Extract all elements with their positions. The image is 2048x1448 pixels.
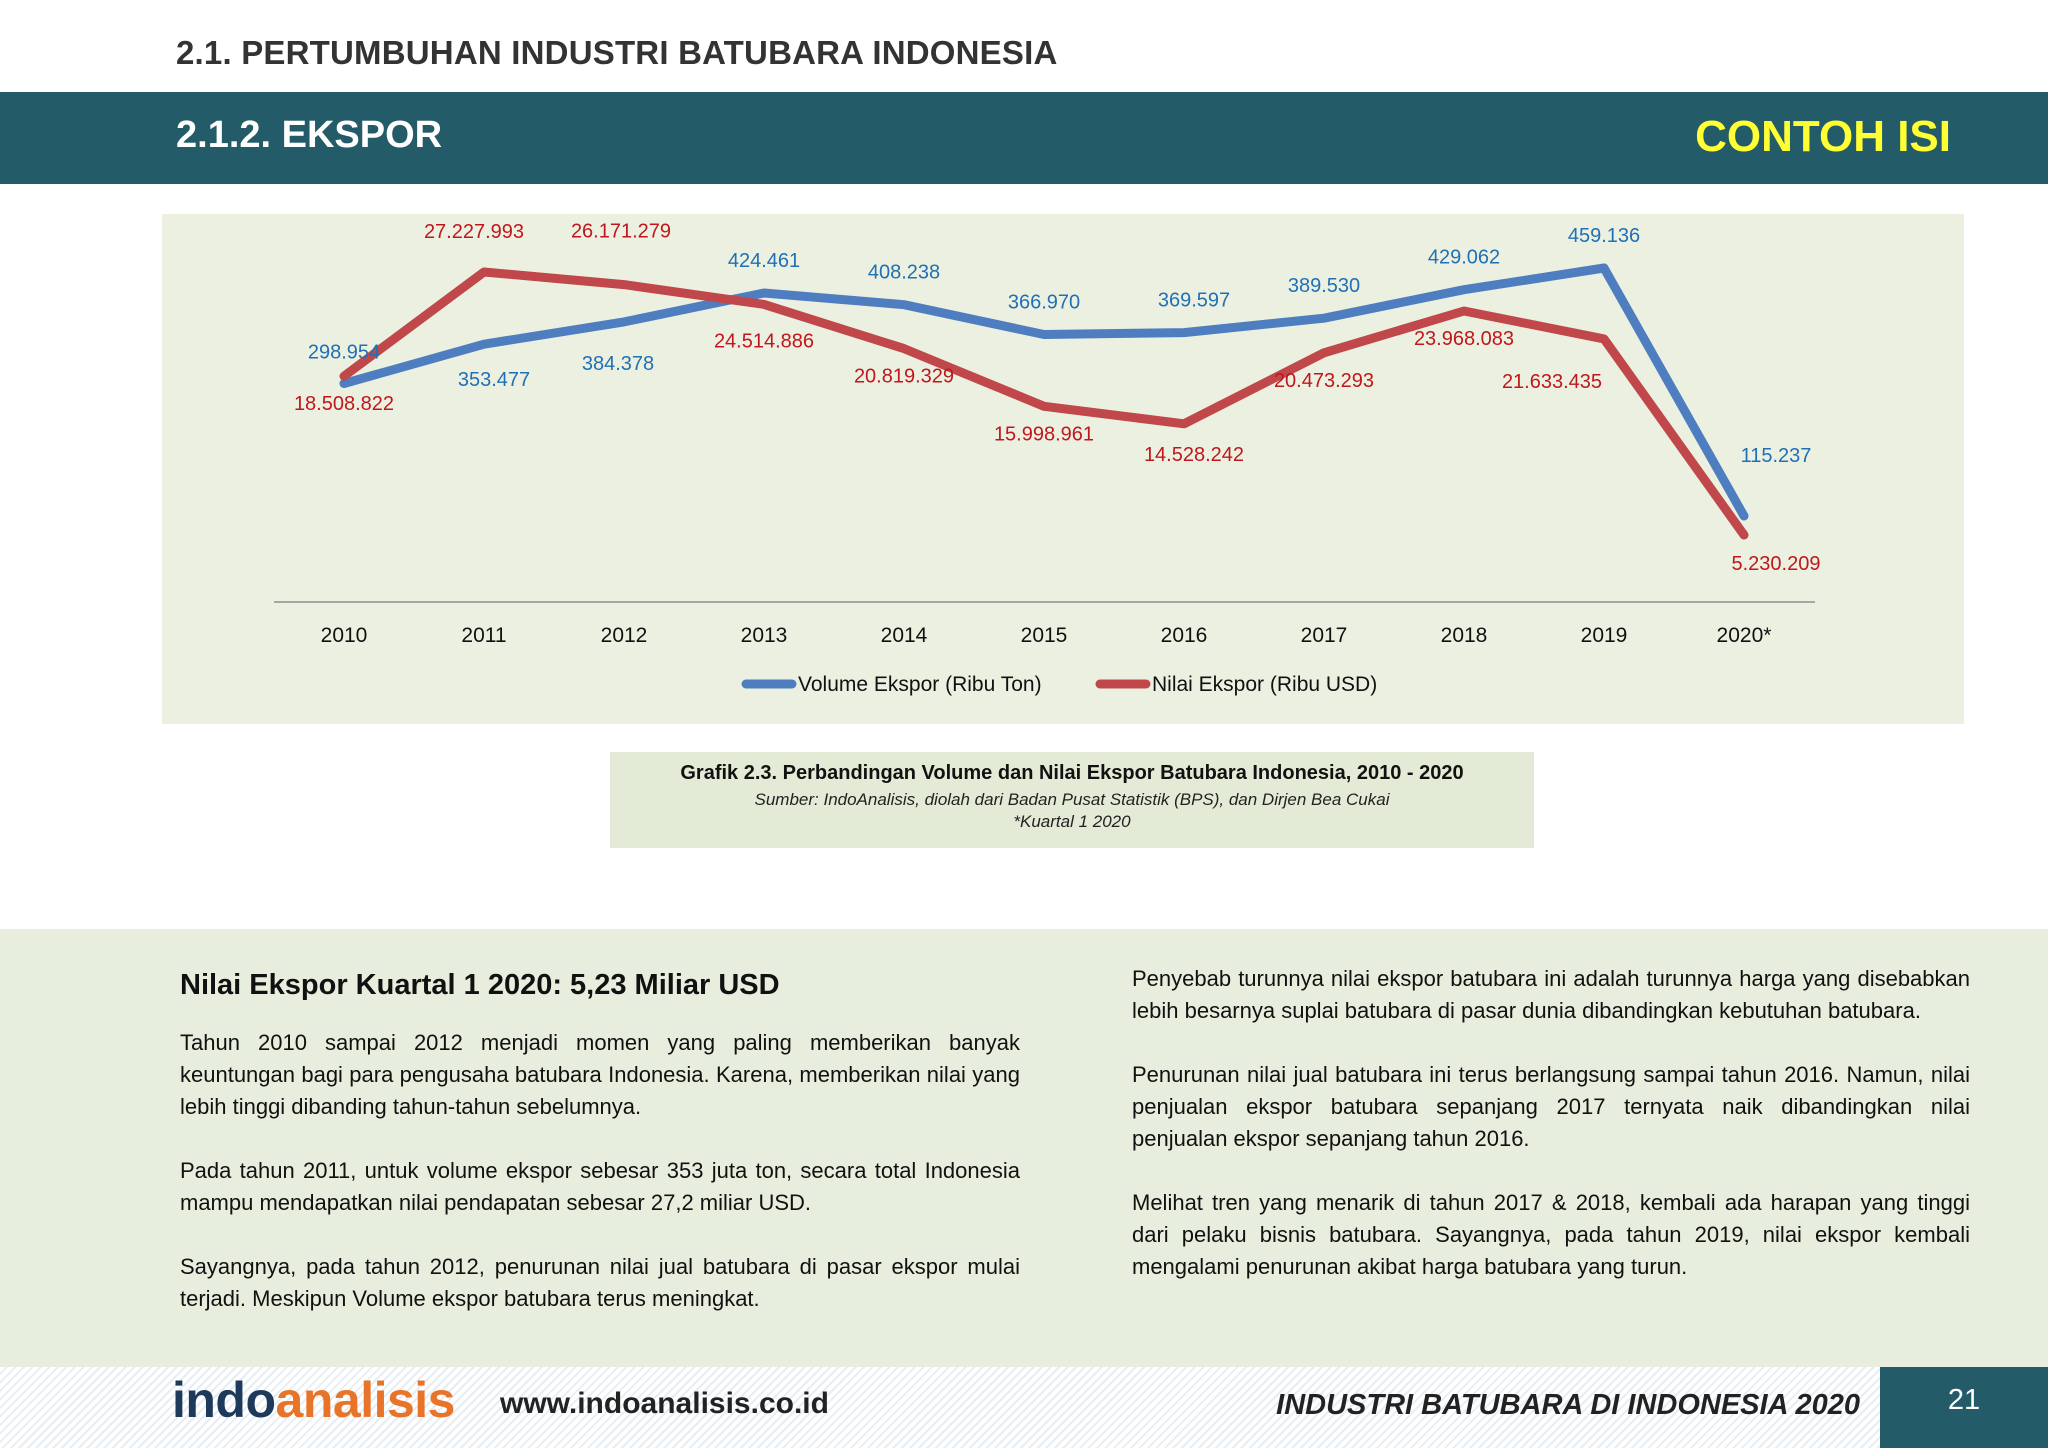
data-label: 384.378: [582, 353, 654, 375]
data-label: 298.954: [308, 342, 380, 364]
paragraph: Penurunan nilai jual batubara ini terus …: [1132, 1062, 1970, 1151]
section-title: 2.1. PERTUMBUHAN INDUSTRI BATUBARA INDON…: [176, 34, 1058, 71]
subsection-title: 2.1.2. EKSPOR: [176, 114, 443, 156]
x-tick-label: 2011: [461, 624, 506, 647]
paragraph: Melihat tren yang menarik di tahun 2017 …: [1132, 1190, 1970, 1279]
left-column: Nilai Ekspor Kuartal 1 2020: 5,23 Miliar…: [180, 965, 1020, 1347]
data-label: 20.819.329: [854, 366, 954, 388]
x-tick-label: 2020*: [1717, 624, 1772, 647]
x-tick-label: 2012: [601, 624, 648, 647]
body-heading: Nilai Ekspor Kuartal 1 2020: 5,23 Miliar…: [180, 969, 780, 1001]
right-column: Penyebab turunnya nilai ekspor batubara …: [1132, 963, 1970, 1315]
x-tick-label: 2017: [1301, 624, 1348, 647]
logo-part-1: indo: [172, 1372, 276, 1428]
paragraph: Tahun 2010 sampai 2012 menjadi momen yan…: [180, 1030, 1020, 1119]
footer: indoanalisis www.indoanalisis.co.id INDU…: [0, 1367, 2048, 1448]
data-label: 115.237: [1741, 445, 1812, 467]
page-number: 21: [1880, 1367, 2048, 1448]
data-label: 389.530: [1288, 275, 1360, 297]
logo-part-2: analisis: [275, 1372, 456, 1428]
data-label: 21.633.435: [1502, 371, 1602, 393]
caption-source: Sumber: IndoAnalisis, diolah dari Badan …: [754, 790, 1390, 809]
legend-label: Nilai Ekspor (Ribu USD): [1152, 673, 1377, 696]
data-label: 366.970: [1008, 292, 1080, 314]
data-label: 23.968.083: [1414, 328, 1514, 350]
sample-tag: CONTOH ISI: [1695, 112, 1951, 161]
paragraph: Sayangnya, pada tahun 2012, penurunan ni…: [180, 1254, 1020, 1311]
data-label: 26.171.279: [571, 221, 671, 243]
data-label: 27.227.993: [424, 221, 524, 243]
x-tick-label: 2013: [741, 624, 788, 647]
x-tick-label: 2019: [1581, 624, 1628, 647]
data-label: 408.238: [868, 262, 940, 284]
chart-panel: 298.954 353.477 384.378 424.461 408.238 366.9…: [162, 214, 1964, 724]
data-label: 459.136: [1568, 225, 1640, 247]
series-line-volume: [339, 263, 1749, 521]
data-label: 424.461: [728, 250, 800, 272]
x-tick-label: 2016: [1161, 624, 1208, 647]
data-label: 15.998.961: [994, 423, 1094, 445]
data-label: 429.062: [1428, 247, 1500, 269]
data-label: 24.514.886: [714, 330, 814, 352]
legend-label: Volume Ekspor (Ribu Ton): [798, 673, 1042, 696]
caption-title: Grafik 2.3. Perbandingan Volume dan Nila…: [680, 762, 1464, 784]
x-tick-label: 2015: [1021, 624, 1068, 647]
chart-caption: Grafik 2.3. Perbandingan Volume dan Nila…: [610, 752, 1534, 848]
data-label: 353.477: [458, 369, 530, 391]
x-tick-label: 2018: [1441, 624, 1488, 647]
caption-note: *Kuartal 1 2020: [1013, 812, 1131, 831]
x-tick-label: 2010: [321, 624, 368, 647]
report-title: INDUSTRI BATUBARA DI INDONESIA 2020: [1276, 1389, 1860, 1421]
paragraph: Pada tahun 2011, untuk volume ekspor seb…: [180, 1158, 1020, 1215]
x-tick-label: 2014: [881, 624, 928, 647]
indoanalisis-logo: indoanalisis: [172, 1371, 455, 1429]
data-label: 14.528.242: [1144, 444, 1244, 466]
data-label: 20.473.293: [1274, 370, 1374, 392]
website-link[interactable]: www.indoanalisis.co.id: [500, 1387, 829, 1420]
paragraph: Penyebab turunnya nilai ekspor batubara …: [1132, 966, 1970, 1023]
data-label: 18.508.822: [294, 393, 394, 415]
data-label: 5.230.209: [1732, 553, 1821, 575]
export-line-chart: 298.954 353.477 384.378 424.461 408.238 366.9…: [274, 221, 1821, 696]
body-panel: Nilai Ekspor Kuartal 1 2020: 5,23 Miliar…: [0, 929, 2048, 1367]
series-line-nilai: [339, 267, 1749, 540]
subsection-band: 2.1.2. EKSPOR CONTOH ISI: [0, 92, 2048, 184]
data-label: 369.597: [1158, 290, 1230, 312]
